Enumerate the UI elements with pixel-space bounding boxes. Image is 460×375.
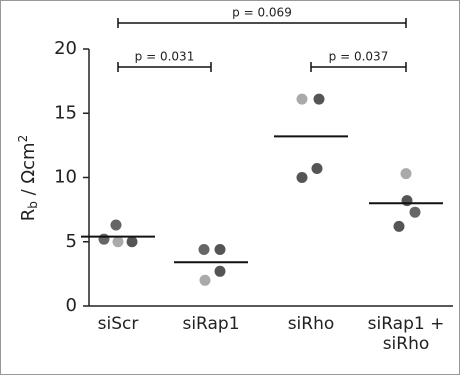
data-point — [126, 236, 138, 248]
data-point — [214, 265, 226, 277]
p-value: p = 0.037 — [329, 50, 389, 64]
data-point — [98, 233, 110, 245]
y-label-rest: / Ωcm — [18, 142, 39, 201]
y-label-base: R — [18, 209, 39, 222]
data-point — [296, 172, 308, 183]
y-tick-label: 5 — [66, 231, 77, 252]
y-tick-label: 15 — [54, 102, 77, 123]
x-tick-label: siScr — [97, 314, 139, 334]
p-value: p = 0.069 — [232, 6, 292, 20]
y-tick-label: 10 — [54, 167, 77, 188]
data-point — [401, 195, 413, 207]
data-point — [199, 274, 211, 286]
y-tick-label: 0 — [66, 295, 77, 316]
data-point — [393, 220, 405, 232]
x-tick-label: siRap1 + siRho — [367, 314, 445, 354]
x-tick-label: siRap1 — [182, 314, 240, 334]
data-point — [400, 168, 412, 180]
y-tick-label: 20 — [54, 38, 77, 59]
p-value: p = 0.031 — [135, 50, 195, 64]
data-point — [110, 219, 122, 231]
y-label-sub: b — [26, 201, 40, 209]
y-label-sup: 2 — [16, 135, 30, 143]
data-point — [409, 206, 421, 218]
data-point — [112, 236, 124, 248]
data-point — [311, 163, 323, 175]
data-point — [214, 243, 226, 255]
data-point — [296, 93, 308, 105]
data-point — [313, 93, 325, 105]
y-axis-label: Rb / Ωcm2 — [16, 135, 40, 221]
data-point — [198, 243, 210, 255]
x-tick-label: siRho — [287, 314, 335, 334]
